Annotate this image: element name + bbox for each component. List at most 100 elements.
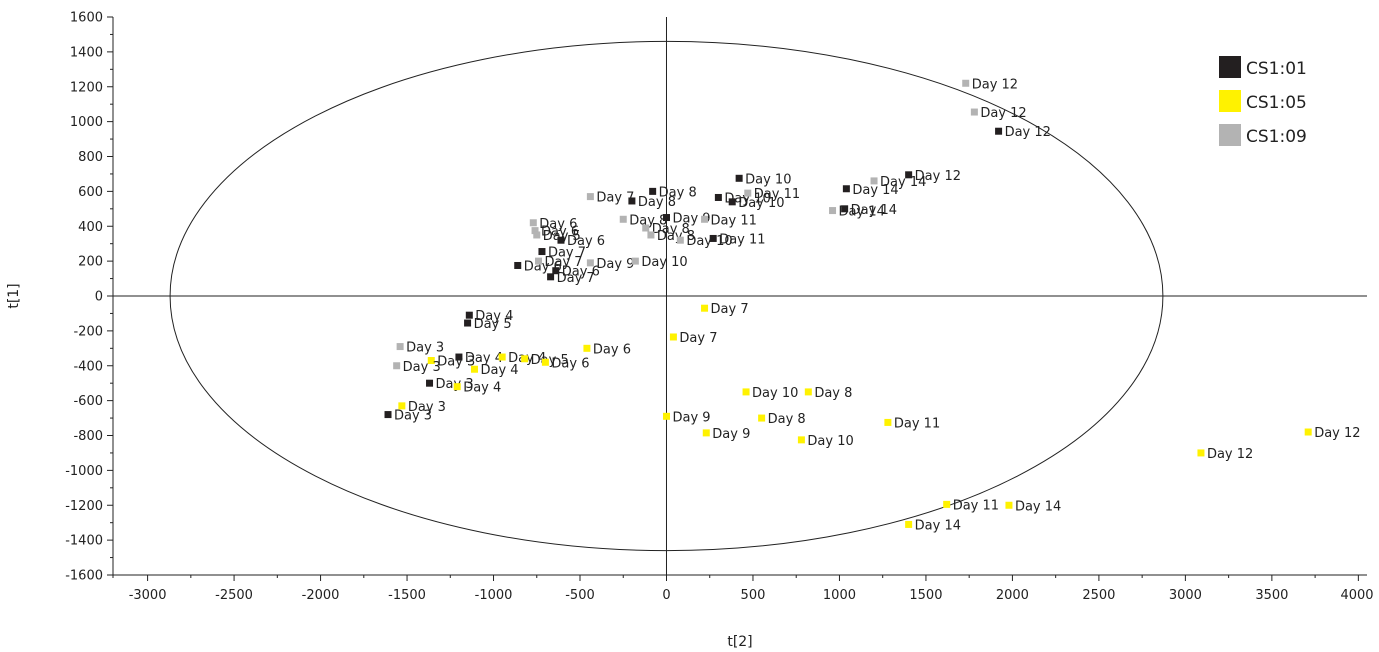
point-label: Day 10	[641, 255, 687, 270]
point-label: Day 10	[807, 434, 853, 449]
point-cs105-14	[758, 414, 766, 422]
legend-label-1: CS1:05	[1246, 93, 1307, 113]
legend: CS1:01 CS1:05 CS1:09	[1207, 38, 1335, 156]
point-label: Day 7	[544, 255, 582, 270]
y-tick-label: 200	[78, 255, 103, 270]
point-cs101-20	[995, 127, 1003, 135]
x-tick-label: 3500	[1255, 588, 1288, 603]
point-cs105-1	[427, 357, 435, 365]
point-cs105-10	[742, 388, 750, 396]
point-label: Day 14	[852, 183, 898, 198]
point-cs101-8	[552, 267, 560, 275]
point-label: Day 8	[768, 412, 806, 427]
point-label: Day 12	[980, 106, 1026, 121]
point-label: Day 12	[972, 77, 1018, 92]
legend-swatch-1	[1219, 90, 1241, 112]
point-cs101-5	[514, 261, 522, 269]
x-tick-label: -1500	[388, 588, 426, 603]
point-label: Day 3	[406, 341, 444, 356]
point-label: Day 4	[480, 363, 518, 378]
x-tick-label: 2500	[1082, 588, 1115, 603]
point-cs109-6	[586, 259, 594, 267]
point-label: Day 7	[548, 246, 586, 261]
point-cs101-19	[905, 171, 913, 179]
hotelling-ellipse	[169, 40, 1164, 552]
y-tick-label: 400	[78, 220, 103, 235]
point-label: Day 6	[593, 342, 631, 357]
point-cs109-8	[586, 193, 594, 201]
point-label: Day 11	[711, 213, 757, 228]
legend-label-0: CS1:01	[1246, 59, 1307, 79]
point-cs105-11	[804, 388, 812, 396]
point-label: Day 12	[1005, 125, 1051, 140]
point-label: Day 5	[474, 317, 512, 332]
point-label: Day 6	[541, 225, 579, 240]
point-label: Day 4	[463, 381, 501, 396]
point-label: Day 9	[672, 410, 710, 425]
point-cs109-9	[619, 215, 627, 223]
x-tick-label: -500	[565, 588, 595, 603]
point-cs101-1	[426, 379, 434, 387]
axes-layer: -3000 -2500 -2000 -1500 -1000 -500 0 500 1000 150…	[6, 11, 1374, 651]
point-label: Day 11	[719, 232, 765, 247]
point-label: Day 7	[557, 271, 595, 286]
y-tick-label: 1600	[70, 11, 103, 26]
point-cs105-8	[701, 304, 709, 312]
point-cs109-2	[529, 219, 537, 227]
y-tick-label: -1600	[65, 569, 103, 584]
point-cs101-17	[841, 205, 849, 213]
point-label: Day 11	[894, 416, 940, 431]
point-label: Day 6	[551, 356, 589, 371]
point-label: Day 14	[1015, 499, 1061, 514]
point-cs109-12	[701, 215, 709, 223]
point-cs105-4	[498, 353, 506, 361]
point-cs105-7	[583, 344, 591, 352]
point-label: Day 9	[712, 427, 750, 442]
point-cs109-3	[531, 227, 539, 235]
point-label: Day 8	[629, 213, 667, 228]
point-cs101-2	[465, 311, 473, 319]
x-tick-label: 3000	[1169, 588, 1202, 603]
x-tick-label: 4000	[1340, 588, 1373, 603]
point-cs101-3	[455, 353, 463, 361]
y-tick-label: -1400	[65, 534, 103, 549]
legend-label-2: CS1:09	[1246, 127, 1307, 147]
point-label: Day 7	[679, 331, 717, 346]
point-label: Day 12	[915, 169, 961, 184]
point-label: Day 3	[403, 360, 441, 375]
x-tick-label: 1000	[823, 588, 856, 603]
x-tick-label: -2000	[302, 588, 340, 603]
point-label: Day 6	[567, 234, 605, 249]
point-cs101-4	[464, 319, 472, 327]
point-label: Day 10	[738, 196, 784, 211]
y-tick-label: -400	[73, 359, 103, 374]
x-tick-label: -3000	[129, 588, 167, 603]
x-tick-label: 0	[662, 588, 670, 603]
x-tick-label: 500	[741, 588, 766, 603]
point-cs109-13	[676, 236, 684, 244]
legend-swatch-0	[1219, 56, 1241, 78]
point-label: Day 6	[539, 217, 577, 232]
point-label: Day 8	[638, 195, 676, 210]
point-cs109-10	[642, 224, 650, 232]
x-tick-label: 1500	[909, 588, 942, 603]
point-cs105-3	[470, 365, 478, 373]
x-tick-label: 2000	[996, 588, 1029, 603]
point-label: Day 10	[686, 234, 732, 249]
legend-swatch-2	[1219, 124, 1241, 146]
point-label: Day 14	[915, 518, 961, 533]
point-cs105-6	[541, 358, 549, 366]
point-label: Day 7	[711, 302, 749, 317]
y-tick-label: -600	[73, 394, 103, 409]
point-cs101-12	[662, 214, 670, 222]
point-label: Day 11	[953, 498, 999, 513]
x-axis-label: t[2]	[727, 634, 752, 650]
point-cs101-13	[709, 234, 717, 242]
point-label: Day 10	[724, 191, 770, 206]
point-cs109-7	[631, 257, 639, 265]
point-cs109-14	[744, 189, 752, 197]
y-tick-label: -1200	[65, 499, 103, 514]
point-label: Day 6	[562, 265, 600, 280]
point-cs101-7	[538, 248, 546, 256]
